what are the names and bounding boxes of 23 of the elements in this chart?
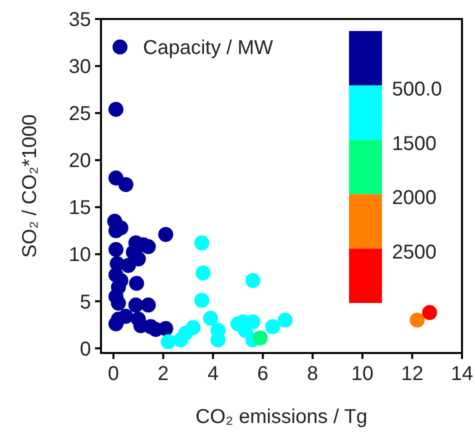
y-tick-label: 25	[68, 103, 91, 126]
x-axis-title: CO₂ emissions / Tg	[196, 406, 368, 428]
legend-label: Capacity / MW	[143, 37, 274, 59]
y-tick-label: 30	[68, 56, 91, 78]
annotation: 500.0	[392, 78, 442, 100]
x-tick-label: 8	[307, 363, 318, 385]
y-axis-title: SO₂ / CO₂*1000	[19, 114, 41, 258]
x-tick-label: 10	[351, 363, 374, 385]
y-tick-label: 35	[68, 9, 91, 31]
y-tick-label: 15	[68, 197, 91, 220]
annotation: 1500	[392, 132, 436, 155]
y-tick-label: 20	[68, 150, 91, 172]
x-tick-label: 0	[108, 363, 120, 385]
x-tick-label: 12	[401, 363, 424, 385]
x-tick-label: 14	[450, 363, 474, 385]
y-tick-label: 5	[80, 291, 91, 314]
x-tick-label: 4	[207, 363, 219, 385]
y-tick-label: 0	[80, 338, 91, 360]
x-tick-label: 6	[257, 363, 268, 385]
y-tick-label: 10	[68, 244, 91, 266]
annotation: 2500	[392, 242, 436, 264]
x-tick-label: 2	[158, 363, 169, 385]
annotation: 2000	[392, 187, 436, 210]
